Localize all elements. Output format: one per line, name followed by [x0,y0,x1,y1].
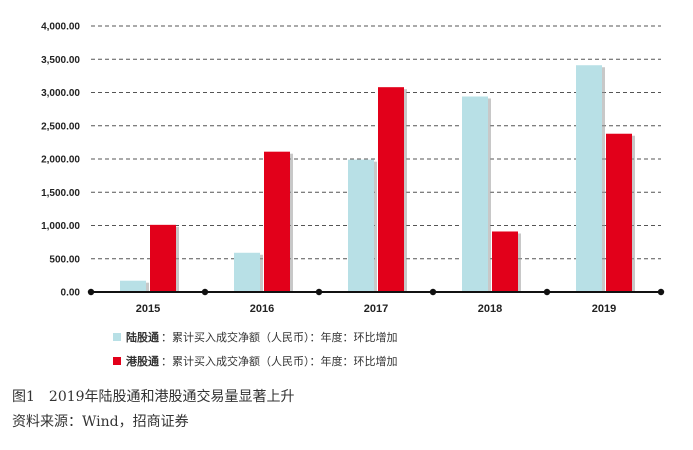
bar-ganggutong-2019 [606,133,632,292]
legend-item-2: 港股通 ：累计买入成交净额（人民币）：年度：环比增加 [113,353,398,369]
bar-ganggutong-2016 [264,151,290,292]
source-note: 资料来源：Wind，招商证券 [12,414,189,430]
y-tick-label: 2,000.00 [41,155,80,166]
y-tick-label: 3,000.00 [41,88,80,99]
x-axis [87,288,665,296]
y-tick-label: 1,000.00 [41,221,80,232]
legend-name-2: 港股通 [126,355,159,368]
bar-lugutong-2018 [462,96,488,293]
axis-dot [201,288,209,296]
bar-ganggutong-2015 [150,224,176,292]
x-tick-label: 2017 [364,303,388,315]
bar-ganggutong-2017 [378,87,404,293]
axis-dot [429,288,437,296]
bar-lugutong-2016 [234,252,260,292]
bar-lugutong-2015 [120,280,146,292]
legend-item-1: 陆股通 ：累计买入成交净额（人民币）：年度：环比增加 [113,329,398,345]
legend-swatch-1 [113,333,121,341]
y-tick-label: 4,000.00 [41,22,80,33]
y-tick-label: 3,500.00 [41,55,80,66]
axis-dot [315,288,323,296]
axis-dot [87,288,95,296]
x-tick-label: 2018 [478,303,502,315]
legend-desc-1: ：累计买入成交净额（人民币）：年度：环比增加 [161,331,398,344]
legend-swatch-2 [113,357,121,365]
y-tick-label: 1,500.00 [41,188,80,199]
y-tick-label: 2,500.00 [41,121,80,132]
figure-caption: 图1 2019年陆股通和港股通交易量显著上升 [12,389,295,405]
legend-desc-2: ：累计买入成交净额（人民币）：年度：环比增加 [161,355,398,368]
axis-dot [543,288,551,296]
y-axis-ticks: 0.00 500.00 1,000.00 1,500.00 2,000.00 2,500.… [41,22,80,299]
bar-lugutong-2017 [348,159,374,292]
bar-chart: 0.00 500.00 1,000.00 1,500.00 2,000.00 2,500.… [41,22,665,315]
bar-lugutong-2019 [576,65,602,292]
x-axis-ticks: 2015 2016 2017 2018 2019 [136,303,616,315]
x-tick-label: 2016 [250,303,274,315]
bars [120,65,635,293]
x-tick-label: 2015 [136,303,160,315]
x-tick-label: 2019 [592,303,616,315]
bar-ganggutong-2018 [492,231,518,292]
y-tick-label: 500.00 [49,254,80,265]
axis-dot [657,288,665,296]
y-tick-label: 0.00 [61,288,81,299]
gridlines [91,25,661,260]
legend-name-1: 陆股通 [126,331,159,344]
